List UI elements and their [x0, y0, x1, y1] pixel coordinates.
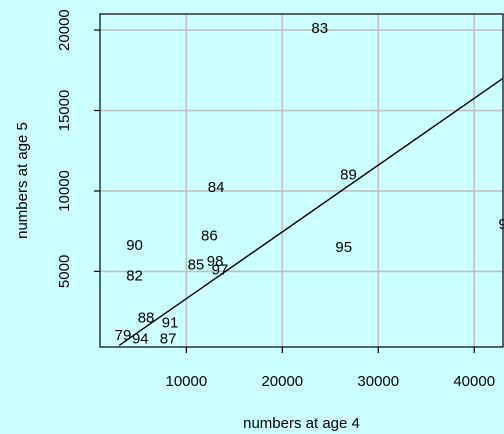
point-label: 86	[201, 228, 218, 245]
point-label: 91	[162, 314, 179, 331]
x-tick-label: 30000	[357, 373, 399, 390]
point-label: 96	[498, 216, 504, 233]
regression-line-group	[118, 77, 504, 346]
point-label: 79	[115, 327, 132, 344]
point-label: 82	[126, 268, 143, 285]
y-tick-label: 5000	[56, 255, 73, 288]
point-label: 90	[126, 237, 143, 254]
x-tick-label: 40000	[453, 373, 495, 390]
y-tick-label: 15000	[56, 90, 73, 132]
point-label: 98	[207, 253, 224, 270]
point-label: 87	[160, 330, 177, 347]
point-label: 83	[311, 20, 328, 37]
point-label: 89	[340, 166, 357, 183]
point-label: 88	[138, 310, 155, 327]
y-axis-label: numbers at age 5	[14, 122, 31, 239]
y-tick-label: 10000	[56, 170, 73, 212]
grid	[100, 14, 503, 347]
point-label: 84	[208, 179, 225, 196]
x-tick-label: 10000	[165, 373, 207, 390]
y-tick-label: 20000	[56, 9, 73, 51]
plot-frame	[99, 13, 504, 348]
axes: 10000 20000 30000 40000 5000 10000 15000 20000	[56, 9, 504, 390]
point-label: 85	[188, 256, 205, 273]
x-tick-label: 20000	[261, 373, 303, 390]
point-label: 97	[212, 261, 229, 278]
x-axis-label: numbers at age 4	[243, 415, 360, 432]
point-label: 94	[132, 330, 149, 347]
regression-line	[118, 77, 504, 346]
point-label: 95	[335, 239, 352, 256]
